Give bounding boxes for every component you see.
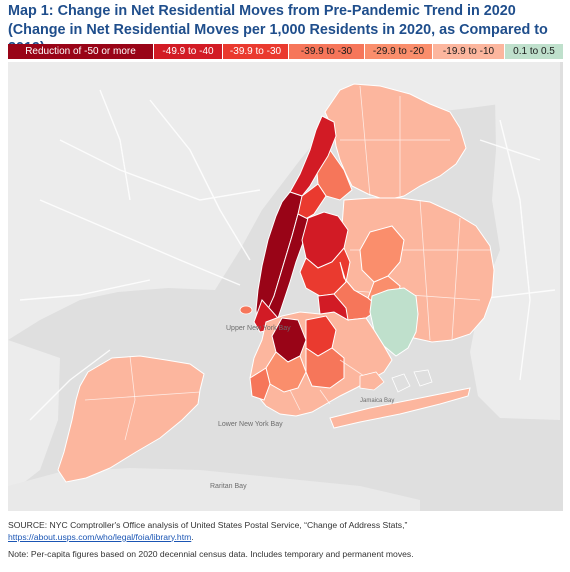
bushwick-zip-area [305, 347, 345, 389]
source-text: SOURCE: NYC Comptroller's Office analysi… [8, 520, 408, 530]
sunset-park-zip-area [249, 367, 271, 401]
greenpoint-zip-area [317, 293, 349, 321]
staten-island-zip-area [57, 355, 205, 483]
source-footer: SOURCE: NYC Comptroller's Office analysi… [8, 520, 564, 561]
lower-new-york-bay-label: Lower New York Bay [218, 421, 283, 428]
source-suffix: . [191, 531, 194, 542]
raritan-bay-label: Raritan Bay [210, 483, 247, 490]
source-note: SOURCE: NYC Comptroller's Office analysi… [8, 520, 564, 543]
legend-item-49-9-to-40: -49.9 to -40 [154, 44, 223, 59]
legend-item-0-1-to-0-5: 0.1 to 0.5 [505, 44, 564, 59]
legend-item-39-9-to-30-dark: -39.9 to -30 [223, 44, 289, 59]
legend-item-reduction-50-or-more: Reduction of -50 or more [8, 44, 154, 59]
rockaway-zip-area [329, 387, 471, 429]
queens-green-zip-area [369, 287, 419, 357]
map-canvas: Upper New York Bay Lower New York Bay Ra… [8, 62, 563, 511]
new-jersey-south-land [8, 468, 420, 511]
staten-island-boundary [124, 355, 136, 441]
jamaica-bay-island [413, 369, 433, 387]
jamaica-bay-label: Jamaica Bay [360, 398, 394, 404]
queens-boundaries [339, 199, 490, 341]
note-text: Note: Per-capita figures based on 2020 d… [8, 549, 414, 559]
upper-manhattan-zip-area [289, 115, 337, 197]
source-link[interactable]: https://about.usps.com/who/legal/foia/li… [8, 531, 192, 542]
road-network [19, 89, 556, 421]
bronx-zip-area [324, 83, 467, 201]
legend-item-29-9-to-20: -29.9 to -20 [365, 44, 433, 59]
upper-new-york-bay-label: Upper New York Bay [226, 325, 291, 332]
legend-item-19-9-to-10: -19.9 to -10 [433, 44, 505, 59]
jamaica-bay-island [391, 373, 411, 393]
governors-island [239, 305, 253, 315]
new-jersey-north-land [8, 62, 560, 340]
map-legend: Reduction of -50 or more -49.9 to -40 -3… [8, 44, 564, 59]
nyc-zip-map: Upper New York Bay Lower New York Bay Ra… [8, 62, 563, 511]
staten-island-boundary [84, 391, 201, 401]
new-jersey-west-land [8, 340, 60, 495]
jamaica-bay-island [359, 371, 385, 391]
nassau-county-land [470, 88, 560, 420]
legend-item-39-9-to-30: -39.9 to -30 [289, 44, 365, 59]
bronx-boundaries [340, 85, 450, 197]
queens-west-zip-area [359, 225, 405, 283]
